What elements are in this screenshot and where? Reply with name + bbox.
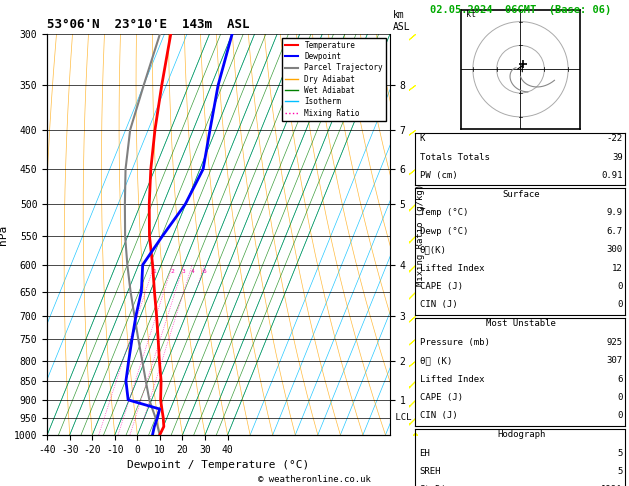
Text: CAPE (J): CAPE (J): [420, 282, 462, 291]
Text: 6: 6: [203, 269, 206, 274]
Legend: Temperature, Dewpoint, Parcel Trajectory, Dry Adiabat, Wet Adiabat, Isotherm, Mi: Temperature, Dewpoint, Parcel Trajectory…: [282, 38, 386, 121]
Text: 307: 307: [606, 356, 623, 365]
Text: 0: 0: [617, 282, 623, 291]
Text: 5: 5: [617, 449, 623, 457]
Text: 2: 2: [170, 269, 174, 274]
Text: Hodograph: Hodograph: [497, 430, 545, 439]
Text: 300: 300: [606, 245, 623, 254]
Text: CAPE (J): CAPE (J): [420, 393, 462, 402]
Text: 53°06'N  23°10'E  143m  ASL: 53°06'N 23°10'E 143m ASL: [47, 18, 250, 32]
Text: 6.7: 6.7: [606, 226, 623, 236]
Text: K: K: [420, 134, 425, 143]
Text: 9.9: 9.9: [606, 208, 623, 217]
Text: 0.91: 0.91: [601, 171, 623, 180]
Text: Dewp (°C): Dewp (°C): [420, 226, 468, 236]
Text: Most Unstable: Most Unstable: [486, 319, 556, 328]
Text: 39: 39: [612, 153, 623, 162]
Text: EH: EH: [420, 449, 430, 457]
Text: LCL: LCL: [390, 414, 411, 422]
Text: kt: kt: [465, 10, 476, 19]
Text: Surface: Surface: [503, 190, 540, 199]
Text: 0: 0: [617, 393, 623, 402]
Text: CIN (J): CIN (J): [420, 300, 457, 310]
Text: km
ASL: km ASL: [393, 10, 411, 32]
Text: Mixing Ratio (g/kg): Mixing Ratio (g/kg): [416, 183, 425, 286]
Y-axis label: hPa: hPa: [0, 225, 8, 244]
Text: 0: 0: [617, 412, 623, 420]
Text: Temp (°C): Temp (°C): [420, 208, 468, 217]
Text: 0: 0: [617, 300, 623, 310]
Text: Lifted Index: Lifted Index: [420, 375, 484, 383]
Text: Totals Totals: Totals Totals: [420, 153, 489, 162]
Text: θᴄ (K): θᴄ (K): [420, 356, 452, 365]
Text: 5: 5: [617, 467, 623, 476]
Text: θᴄ(K): θᴄ(K): [420, 245, 447, 254]
Text: 3: 3: [182, 269, 186, 274]
Text: SREH: SREH: [420, 467, 441, 476]
Text: Pressure (mb): Pressure (mb): [420, 338, 489, 347]
Text: 12: 12: [612, 263, 623, 273]
Text: -22: -22: [606, 134, 623, 143]
Text: 925: 925: [606, 338, 623, 347]
Text: © weatheronline.co.uk: © weatheronline.co.uk: [258, 474, 371, 484]
X-axis label: Dewpoint / Temperature (°C): Dewpoint / Temperature (°C): [128, 460, 309, 470]
Text: CIN (J): CIN (J): [420, 412, 457, 420]
Text: 6: 6: [617, 375, 623, 383]
Text: PW (cm): PW (cm): [420, 171, 457, 180]
Text: 02.05.2024  06GMT  (Base: 06): 02.05.2024 06GMT (Base: 06): [430, 5, 611, 15]
Text: 4: 4: [191, 269, 194, 274]
Text: Lifted Index: Lifted Index: [420, 263, 484, 273]
Text: 1: 1: [152, 269, 156, 274]
